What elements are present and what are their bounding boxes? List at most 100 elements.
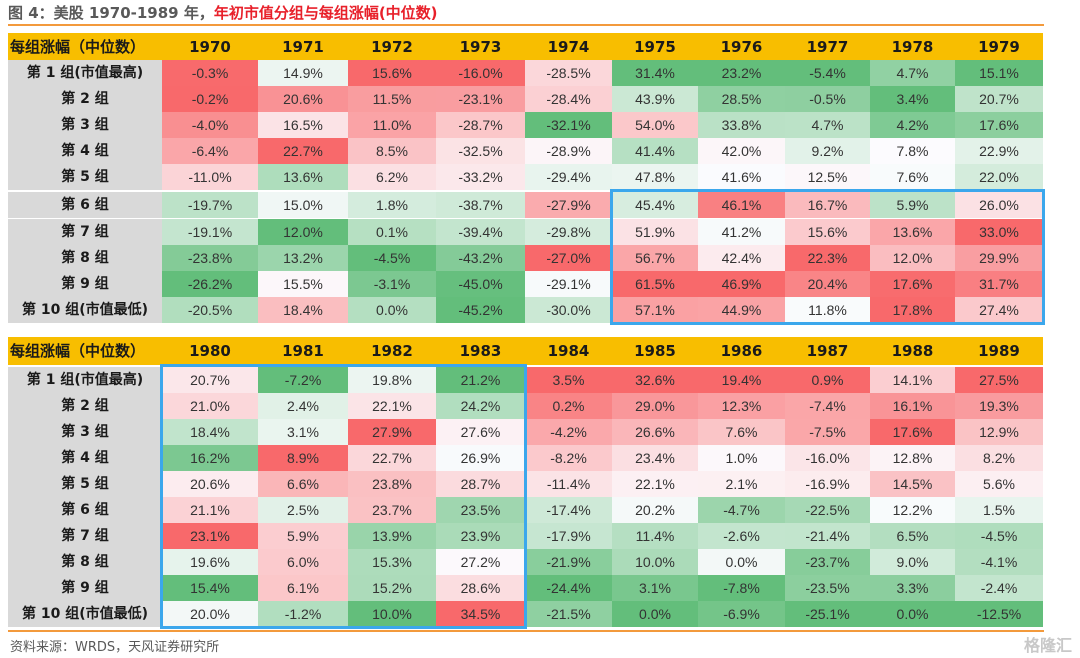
heatmap-cell: 23.5% bbox=[436, 497, 525, 523]
heatmap-cell: -0.5% bbox=[785, 86, 870, 112]
heatmap-cell: 15.5% bbox=[258, 271, 348, 297]
heatmap-cell: -30.0% bbox=[525, 297, 612, 323]
heatmap-cell: -23.7% bbox=[785, 549, 870, 575]
heatmap-cell: 28.6% bbox=[436, 575, 525, 601]
group-label: 第 4 组 bbox=[8, 138, 162, 164]
row-header-label: 每组涨幅（中位数） bbox=[10, 38, 146, 56]
top-rule bbox=[8, 24, 1044, 26]
heatmap-cell: 1.5% bbox=[955, 497, 1043, 523]
heatmap-cell: -39.4% bbox=[436, 219, 525, 245]
heatmap-cell: 28.5% bbox=[698, 86, 785, 112]
group-label: 第 3 组 bbox=[8, 112, 162, 138]
heatmap-cell: 22.7% bbox=[348, 445, 436, 471]
heatmap-cell: 26.9% bbox=[436, 445, 525, 471]
heatmap-cell: -27.0% bbox=[525, 245, 612, 271]
year-header: 1985 bbox=[634, 342, 676, 360]
heatmap-cell: 6.2% bbox=[348, 164, 436, 190]
heatmap-cell: -20.5% bbox=[162, 297, 258, 323]
heatmap-cell: 18.4% bbox=[258, 297, 348, 323]
heatmap-cell: -29.8% bbox=[525, 219, 612, 245]
heatmap-cell: 15.6% bbox=[348, 60, 436, 86]
heatmap-cell: 16.1% bbox=[870, 393, 955, 419]
heatmap-cell: 15.1% bbox=[955, 60, 1043, 86]
heatmap-cell: 15.0% bbox=[258, 192, 348, 218]
heatmap-cell: -33.2% bbox=[436, 164, 525, 190]
heatmap-cell: -45.0% bbox=[436, 271, 525, 297]
heatmap-cell: 28.7% bbox=[436, 471, 525, 497]
heatmap-cell: -4.0% bbox=[162, 112, 258, 138]
heatmap-cell: 11.8% bbox=[785, 297, 870, 323]
heatmap-cell: -7.2% bbox=[258, 367, 348, 393]
heatmap-cell: 20.6% bbox=[162, 471, 258, 497]
heatmap-cell: 3.4% bbox=[870, 86, 955, 112]
heatmap-cell: 23.1% bbox=[162, 523, 258, 549]
heatmap-cell: 13.6% bbox=[258, 164, 348, 190]
heatmap-cell: 3.5% bbox=[525, 367, 612, 393]
heatmap-cell: 19.4% bbox=[698, 367, 785, 393]
heatmap-cell: 10.0% bbox=[612, 549, 698, 575]
heatmap-cell: 12.5% bbox=[785, 164, 870, 190]
table-header-row: 每组涨幅（中位数） 1980 1981 1982 1983 1984 1985 1986 198… bbox=[8, 337, 1043, 365]
heatmap-cell: 26.0% bbox=[955, 192, 1043, 218]
heatmap-cell: 23.9% bbox=[436, 523, 525, 549]
year-header: 1987 bbox=[806, 342, 849, 360]
heatmap-cell: 7.8% bbox=[870, 138, 955, 164]
heatmap-cell: -28.5% bbox=[525, 60, 612, 86]
group-label: 第 8 组 bbox=[8, 549, 162, 575]
source-note: 资料来源：WRDS，天风证券研究所 bbox=[10, 640, 220, 655]
heatmap-cell: -23.5% bbox=[785, 575, 870, 601]
year-header: 1973 bbox=[459, 38, 502, 56]
figure-title: 图 4：美股 1970-1989 年，年初市值分组与每组涨幅(中位数) bbox=[8, 2, 438, 22]
year-header: 1976 bbox=[720, 38, 763, 56]
heatmap-cell: 23.2% bbox=[698, 60, 785, 86]
heatmap-cell: 31.4% bbox=[612, 60, 698, 86]
heatmap-cell: 17.6% bbox=[870, 271, 955, 297]
heatmap-cell: -16.9% bbox=[785, 471, 870, 497]
heatmap-cell: 17.6% bbox=[870, 419, 955, 445]
heatmap-cell: 12.9% bbox=[955, 419, 1043, 445]
heatmap-cell: 31.7% bbox=[955, 271, 1043, 297]
heatmap-cell: 17.8% bbox=[870, 297, 955, 323]
heatmap-cell: 33.8% bbox=[698, 112, 785, 138]
heatmap-cell: -23.8% bbox=[162, 245, 258, 271]
year-header: 1984 bbox=[547, 342, 590, 360]
heatmap-cell: 29.9% bbox=[955, 245, 1043, 271]
heatmap-cell: 14.9% bbox=[258, 60, 348, 86]
group-label: 第 10 组(市值最低) bbox=[8, 601, 162, 627]
heatmap-cell: 3.1% bbox=[258, 419, 348, 445]
heatmap-cell: 27.2% bbox=[436, 549, 525, 575]
heatmap-cell: 20.4% bbox=[785, 271, 870, 297]
heatmap-cell: 11.5% bbox=[348, 86, 436, 112]
heatmap-cell: -6.9% bbox=[698, 601, 785, 627]
heatmap-cell: 41.6% bbox=[698, 164, 785, 190]
heatmap-cell: 5.9% bbox=[258, 523, 348, 549]
heatmap-cell: -6.4% bbox=[162, 138, 258, 164]
heatmap-cell: 56.7% bbox=[612, 245, 698, 271]
heatmap-cell: 41.4% bbox=[612, 138, 698, 164]
year-header: 1975 bbox=[634, 38, 676, 56]
heatmap-cell: -28.4% bbox=[525, 86, 612, 112]
heatmap-cell: 19.6% bbox=[162, 549, 258, 575]
group-label: 第 6 组 bbox=[8, 497, 162, 523]
group-label: 第 6 组 bbox=[8, 192, 162, 218]
heatmap-cell: 46.1% bbox=[698, 192, 785, 218]
year-header: 1982 bbox=[371, 342, 413, 360]
heatmap-cell: 15.3% bbox=[348, 549, 436, 575]
heatmap-cell: 41.2% bbox=[698, 219, 785, 245]
heatmap-cell: 23.4% bbox=[612, 445, 698, 471]
heatmap-cell: 22.9% bbox=[955, 138, 1043, 164]
heatmap-cell: -29.4% bbox=[525, 164, 612, 190]
heatmap-cell: -3.1% bbox=[348, 271, 436, 297]
heatmap-cell: -0.2% bbox=[162, 86, 258, 112]
bottom-rule bbox=[8, 630, 1044, 632]
year-header: 1974 bbox=[547, 38, 590, 56]
heatmap-cell: 2.1% bbox=[698, 471, 785, 497]
heatmap-cell: 21.2% bbox=[436, 367, 525, 393]
heatmap-cell: -7.4% bbox=[785, 393, 870, 419]
heatmap-cell: 20.0% bbox=[162, 601, 258, 627]
heatmap-cell: 13.2% bbox=[258, 245, 348, 271]
heatmap-cell: -5.4% bbox=[785, 60, 870, 86]
group-label: 第 5 组 bbox=[8, 471, 162, 497]
heatmap-cell: -17.4% bbox=[525, 497, 612, 523]
heatmap-cell: 45.4% bbox=[612, 192, 698, 218]
